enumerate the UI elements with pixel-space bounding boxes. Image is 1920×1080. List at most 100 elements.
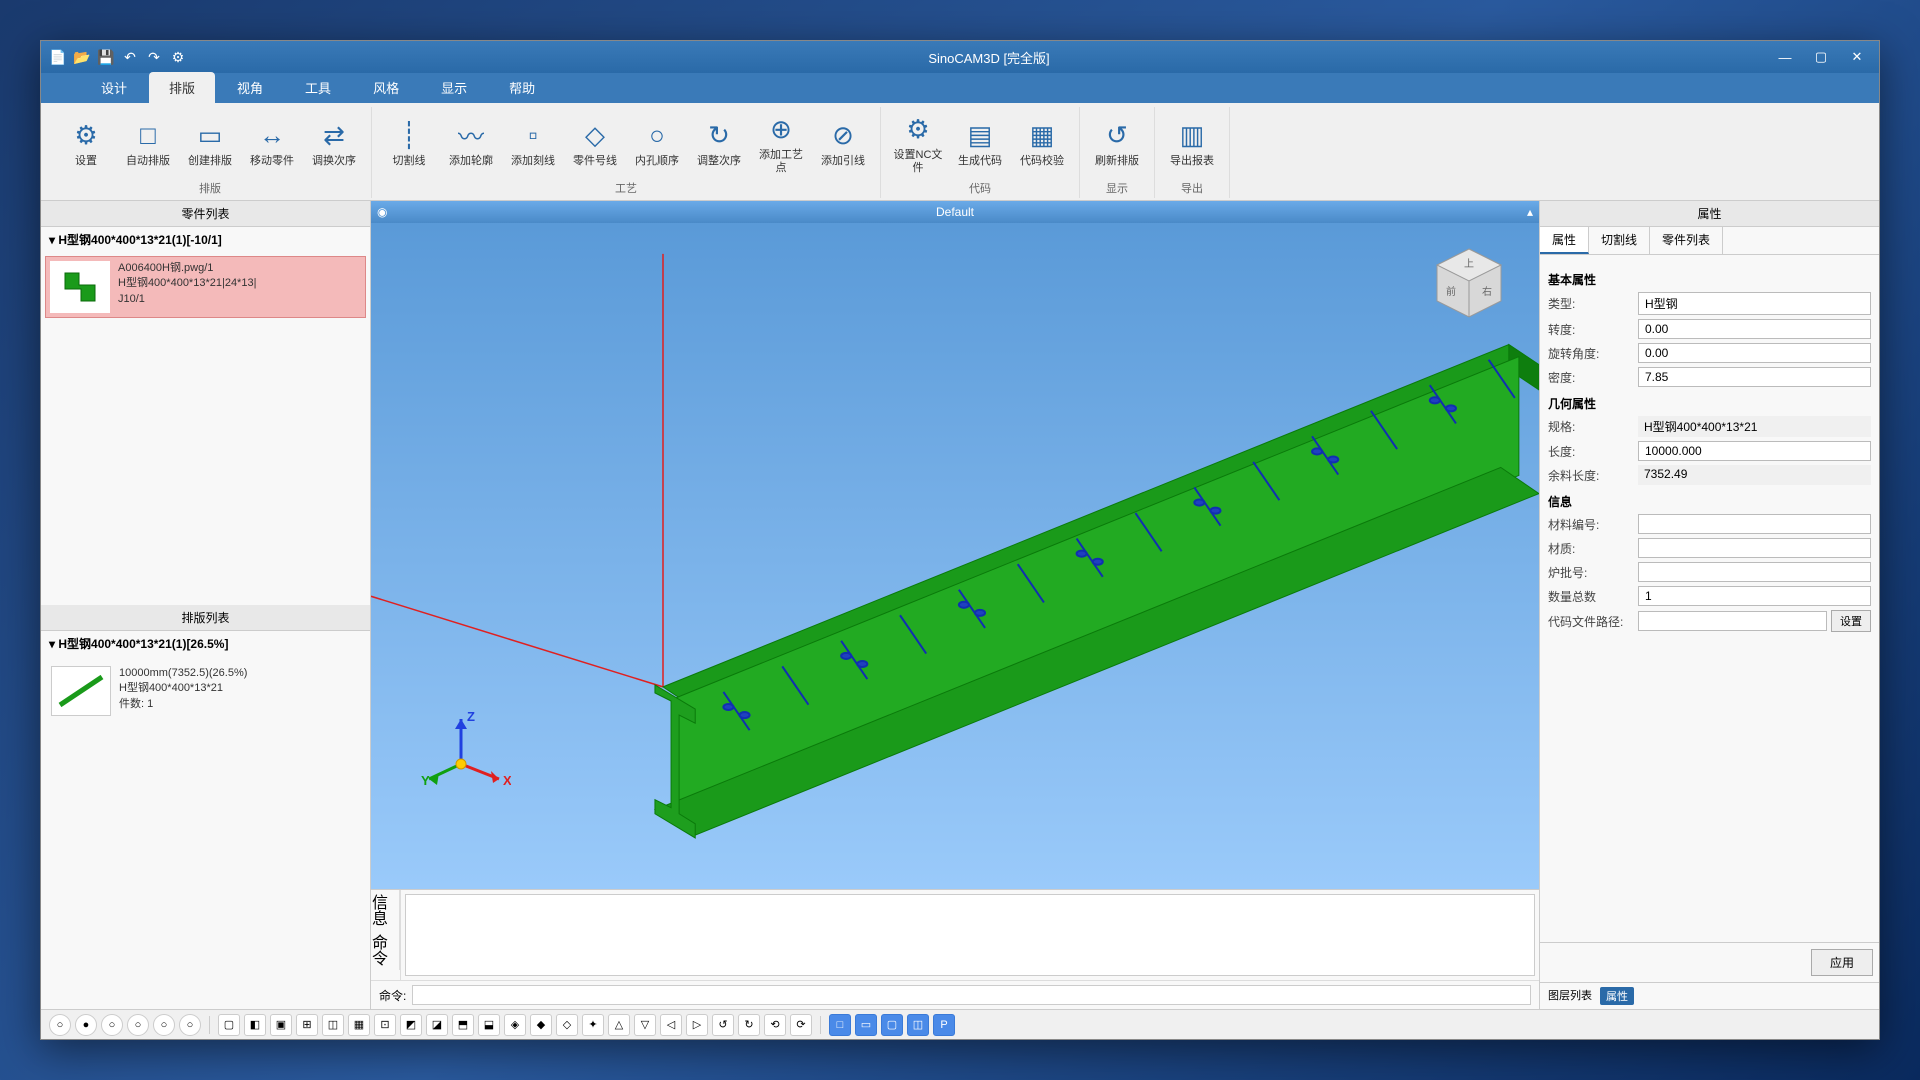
ribbon-btn-2-1[interactable]: ▤生成代码 bbox=[951, 107, 1009, 178]
menu-tab-2[interactable]: 视角 bbox=[217, 72, 283, 103]
sheets-tree[interactable]: ▾ H型钢400*400*13*21(1)[26.5%] 10000mm(735… bbox=[41, 631, 370, 1009]
sb-blue-3[interactable]: ◫ bbox=[907, 1014, 929, 1036]
sb-blue-4[interactable]: P bbox=[933, 1014, 955, 1036]
menu-tab-4[interactable]: 风格 bbox=[353, 72, 419, 103]
ribbon-btn-4-0[interactable]: ▥导出报表 bbox=[1163, 107, 1221, 178]
ribbon-btn-0-2[interactable]: ▭创建排版 bbox=[181, 107, 239, 178]
prop-mat-code[interactable] bbox=[1638, 514, 1871, 534]
sb-sq-12[interactable]: ◆ bbox=[530, 1014, 552, 1036]
ribbon-btn-0-1[interactable]: □自动排版 bbox=[119, 107, 177, 178]
prop-heat-no[interactable] bbox=[1638, 562, 1871, 582]
ribbon-btn-2-2[interactable]: ▦代码校验 bbox=[1013, 107, 1071, 178]
sb-round-1[interactable]: ● bbox=[75, 1014, 97, 1036]
ribbon-btn-0-4[interactable]: ⇄调换次序 bbox=[305, 107, 363, 178]
prop-tab-1[interactable]: 切割线 bbox=[1589, 227, 1650, 254]
code-path-browse-button[interactable]: 设置 bbox=[1831, 610, 1871, 632]
prop-tab-2[interactable]: 零件列表 bbox=[1650, 227, 1723, 254]
sb-sq-18[interactable]: ▷ bbox=[686, 1014, 708, 1036]
ribbon-btn-1-7[interactable]: ⊘添加引线 bbox=[814, 107, 872, 178]
ribbon-btn-1-1[interactable]: 〰添加轮廓 bbox=[442, 107, 500, 178]
sb-blue-1[interactable]: ▭ bbox=[855, 1014, 877, 1036]
apply-button[interactable]: 应用 bbox=[1811, 949, 1873, 976]
qat-undo-icon[interactable]: ↶ bbox=[121, 48, 139, 66]
right-bottom-tab-0[interactable]: 图层列表 bbox=[1548, 987, 1592, 1005]
prop-type[interactable]: H型钢 bbox=[1638, 292, 1871, 315]
ribbon-btn-0-0[interactable]: ⚙设置 bbox=[57, 107, 115, 178]
sb-sq-1[interactable]: ◧ bbox=[244, 1014, 266, 1036]
sheet-card[interactable]: 10000mm(7352.5)(26.5%) H型钢400*400*13*21 … bbox=[45, 660, 366, 722]
sb-sq-22[interactable]: ⟳ bbox=[790, 1014, 812, 1036]
sb-blue-0[interactable]: □ bbox=[829, 1014, 851, 1036]
sb-sq-14[interactable]: ✦ bbox=[582, 1014, 604, 1036]
sb-sq-3[interactable]: ⊞ bbox=[296, 1014, 318, 1036]
part-card[interactable]: A006400H钢.pwg/1 H型钢400*400*13*21|24*13| … bbox=[45, 256, 366, 318]
sb-sq-2[interactable]: ▣ bbox=[270, 1014, 292, 1036]
ribbon-btn-2-0[interactable]: ⚙设置NC文件 bbox=[889, 107, 947, 178]
console-tab-cmd[interactable]: 命令 bbox=[371, 930, 400, 970]
prop-tab-0[interactable]: 属性 bbox=[1540, 227, 1589, 254]
sheets-root-node[interactable]: ▾ H型钢400*400*13*21(1)[26.5%] bbox=[41, 631, 370, 656]
sb-round-5[interactable]: ○ bbox=[179, 1014, 201, 1036]
sb-sq-16[interactable]: ▽ bbox=[634, 1014, 656, 1036]
qat-settings-icon[interactable]: ⚙ bbox=[169, 48, 187, 66]
menu-tab-6[interactable]: 帮助 bbox=[489, 72, 555, 103]
console-tab-info[interactable]: 信息 bbox=[371, 890, 400, 930]
sb-sq-15[interactable]: △ bbox=[608, 1014, 630, 1036]
sb-round-0[interactable]: ○ bbox=[49, 1014, 71, 1036]
prop-angle[interactable]: 0.00 bbox=[1638, 319, 1871, 339]
prop-length[interactable]: 10000.000 bbox=[1638, 441, 1871, 461]
prop-qty[interactable]: 1 bbox=[1638, 586, 1871, 606]
prop-density[interactable]: 7.85 bbox=[1638, 367, 1871, 387]
right-bottom-tab-1[interactable]: 属性 bbox=[1600, 987, 1634, 1005]
ribbon-btn-3-0[interactable]: ↺刷新排版 bbox=[1088, 107, 1146, 178]
viewport-3d[interactable]: 上 前 右 X Y Z bbox=[371, 223, 1539, 889]
sb-blue-2[interactable]: ▢ bbox=[881, 1014, 903, 1036]
command-input[interactable] bbox=[412, 985, 1531, 1005]
viewport-icon[interactable]: ◉ bbox=[377, 205, 387, 219]
sb-round-4[interactable]: ○ bbox=[153, 1014, 175, 1036]
minimize-button[interactable]: — bbox=[1771, 47, 1799, 67]
ribbon-btn-1-5[interactable]: ↻调整次序 bbox=[690, 107, 748, 178]
close-button[interactable]: ✕ bbox=[1843, 47, 1871, 67]
ribbon-btn-1-2[interactable]: ▫添加刻线 bbox=[504, 107, 562, 178]
sb-sq-0[interactable]: ▢ bbox=[218, 1014, 240, 1036]
prop-material[interactable] bbox=[1638, 538, 1871, 558]
menu-tab-3[interactable]: 工具 bbox=[285, 72, 351, 103]
menu-tab-0[interactable]: 设计 bbox=[81, 72, 147, 103]
parts-tree[interactable]: ▾ H型钢400*400*13*21(1)[-10/1] A006400H钢.p… bbox=[41, 227, 370, 605]
console-output[interactable] bbox=[405, 894, 1535, 976]
sb-sq-20[interactable]: ↻ bbox=[738, 1014, 760, 1036]
sb-sq-5[interactable]: ▦ bbox=[348, 1014, 370, 1036]
ribbon-btn-1-6[interactable]: ⊕添加工艺点 bbox=[752, 107, 810, 178]
sb-sq-4[interactable]: ◫ bbox=[322, 1014, 344, 1036]
sb-sq-10[interactable]: ⬓ bbox=[478, 1014, 500, 1036]
sb-sq-11[interactable]: ◈ bbox=[504, 1014, 526, 1036]
qat-save-icon[interactable]: 💾 bbox=[97, 48, 115, 66]
menu-tab-1[interactable]: 排版 bbox=[149, 72, 215, 103]
sb-sq-17[interactable]: ◁ bbox=[660, 1014, 682, 1036]
sb-sq-8[interactable]: ◪ bbox=[426, 1014, 448, 1036]
viewport-collapse-icon[interactable]: ▴ bbox=[1527, 205, 1533, 219]
sb-sq-7[interactable]: ◩ bbox=[400, 1014, 422, 1036]
prop-rot-angle[interactable]: 0.00 bbox=[1638, 343, 1871, 363]
axis-gizmo[interactable]: X Y Z bbox=[421, 709, 501, 789]
ribbon-btn-1-3[interactable]: ◇零件号线 bbox=[566, 107, 624, 178]
prop-code-path[interactable] bbox=[1638, 611, 1827, 631]
sb-round-2[interactable]: ○ bbox=[101, 1014, 123, 1036]
sb-sq-13[interactable]: ◇ bbox=[556, 1014, 578, 1036]
viewcube[interactable]: 上 前 右 bbox=[1429, 243, 1509, 323]
parts-root-node[interactable]: ▾ H型钢400*400*13*21(1)[-10/1] bbox=[41, 227, 370, 252]
sb-sq-21[interactable]: ⟲ bbox=[764, 1014, 786, 1036]
qat-new-icon[interactable]: 📄 bbox=[49, 48, 67, 66]
ribbon-btn-0-3[interactable]: ↔移动零件 bbox=[243, 107, 301, 178]
ribbon-btn-1-4[interactable]: ○内孔顺序 bbox=[628, 107, 686, 178]
ribbon-btn-1-0[interactable]: ┊切割线 bbox=[380, 107, 438, 178]
sb-sq-19[interactable]: ↺ bbox=[712, 1014, 734, 1036]
sb-round-3[interactable]: ○ bbox=[127, 1014, 149, 1036]
qat-redo-icon[interactable]: ↷ bbox=[145, 48, 163, 66]
maximize-button[interactable]: ▢ bbox=[1807, 47, 1835, 67]
sb-sq-9[interactable]: ⬒ bbox=[452, 1014, 474, 1036]
sb-sq-6[interactable]: ⊡ bbox=[374, 1014, 396, 1036]
qat-open-icon[interactable]: 📂 bbox=[73, 48, 91, 66]
menu-tab-5[interactable]: 显示 bbox=[421, 72, 487, 103]
